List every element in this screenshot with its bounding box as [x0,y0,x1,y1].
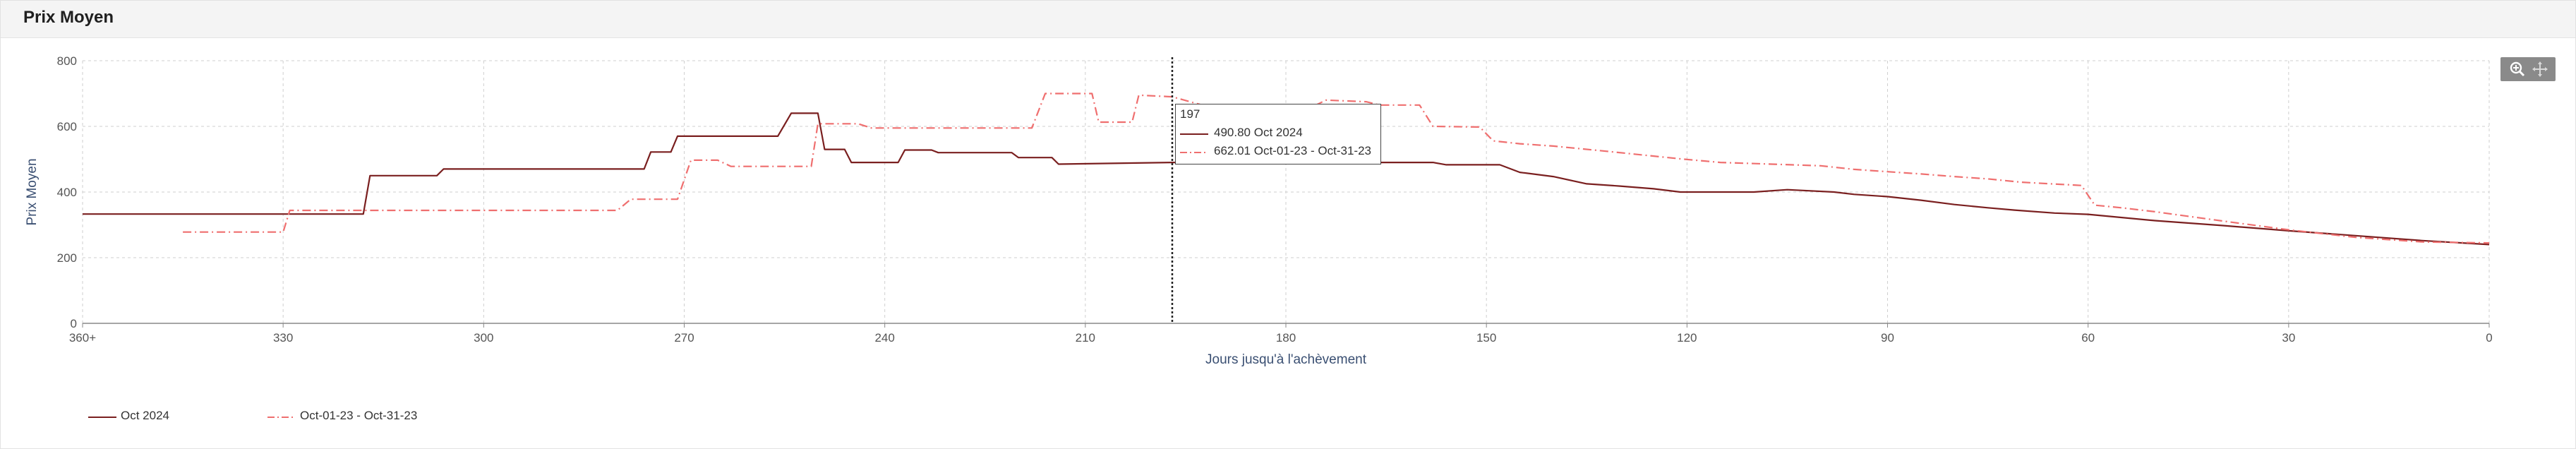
y-tick-label: 600 [57,120,77,133]
x-tick-label: 30 [2282,331,2295,345]
hover-tooltip: 197 490.80 Oct 2024 662.01 Oct-01-23 - O… [1175,104,1381,164]
series-1-swatch-icon [1180,133,1208,135]
x-tick-label: 300 [474,331,493,345]
chart-toolbar [2500,57,2556,81]
series-2-swatch-icon [1180,152,1208,153]
x-tick-label: 90 [1881,331,1894,345]
y-tick-label: 200 [57,251,77,265]
legend-label: Oct 2024 [121,409,169,422]
series-1-legend-icon [88,417,116,418]
x-tick-label: 330 [273,331,293,345]
x-tick-label: 360+ [69,331,96,345]
pan-icon[interactable] [2532,61,2548,78]
x-tick-label: 210 [1076,331,1095,345]
zoom-in-icon[interactable] [2509,61,2526,78]
series-line-1[interactable] [83,112,2490,246]
panel-header: Prix Moyen [1,1,2575,38]
y-axis-title: Prix Moyen [25,158,40,225]
y-tick-label: 0 [71,317,77,330]
x-tick-label: 60 [2081,331,2095,345]
series-2-legend-icon [267,417,296,418]
legend-label: Oct-01-23 - Oct-31-23 [300,409,418,422]
x-axis-title: Jours jusqu'à l'achèvement [1205,352,1367,367]
y-tick-label: 400 [57,186,77,199]
x-tick-label: 120 [1677,331,1697,345]
y-tick-label: 800 [57,54,77,68]
x-tick-label: 270 [674,331,694,345]
tooltip-x-value: 197 [1180,107,1200,121]
tooltip-row-text: 490.80 Oct 2024 [1214,126,1303,139]
tooltip-row-text: 662.01 Oct-01-23 - Oct-31-23 [1214,144,1372,157]
x-tick-label: 180 [1276,331,1296,345]
x-tick-label: 240 [874,331,894,345]
x-tick-label: 150 [1476,331,1496,345]
x-tick-label: 0 [2486,331,2492,345]
series-line-2[interactable] [183,92,2490,244]
panel-title: Prix Moyen [23,8,114,27]
